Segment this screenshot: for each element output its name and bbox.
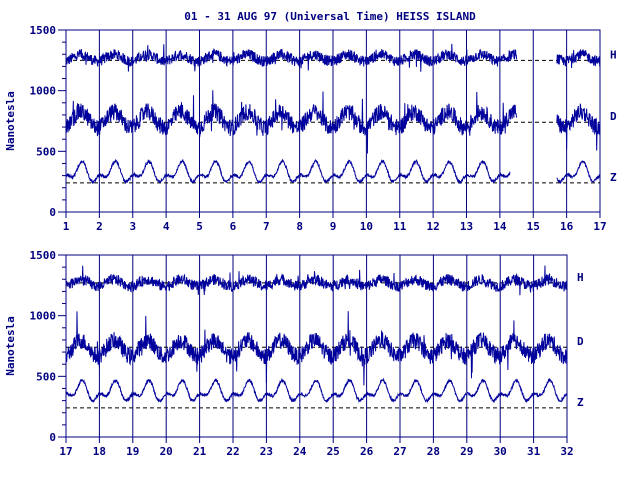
x-tick-label: 32 [560, 445, 573, 458]
trace-z [65, 377, 568, 404]
x-tick-label: 13 [460, 220, 473, 233]
series-label-d: D [610, 110, 617, 123]
bottom-panel: 17 18 19 20 21 22 23 24 25 26 27 28 29 30 31 32 0 500 1000… [4, 249, 584, 458]
x-tick-label: 16 [560, 220, 574, 233]
series-label-h: H [610, 48, 617, 61]
y-tick-label: 500 [36, 145, 56, 158]
x-tick-label: 2 [96, 220, 103, 233]
x-tick-label: 17 [59, 445, 72, 458]
x-tick-label: 3 [129, 220, 136, 233]
trace-d [65, 90, 518, 154]
trace-d [556, 103, 601, 151]
series-label-h: H [577, 271, 584, 284]
plot-frame [65, 254, 568, 438]
y-axis-label: Nanotesla [4, 91, 17, 151]
x-tick-label: 28 [427, 445, 440, 458]
x-tick-label: 9 [330, 220, 337, 233]
x-tick-label: 31 [527, 445, 541, 458]
x-tick-label: 11 [393, 220, 407, 233]
y-axis-label: Nanotesla [4, 316, 17, 376]
x-tick-label: 21 [193, 445, 207, 458]
y-tick-label: 0 [49, 206, 56, 219]
trace-h [65, 43, 518, 72]
y-tick-label: 1000 [30, 85, 57, 98]
y-tick-label: 1500 [30, 249, 57, 262]
x-tick-label: 7 [263, 220, 270, 233]
x-tick-label: 6 [230, 220, 237, 233]
series-label-z: Z [577, 396, 584, 409]
series-label-d: D [577, 335, 584, 348]
y-tick-label: 1500 [30, 24, 57, 37]
x-tick-label: 1 [63, 220, 70, 233]
y-tick-label: 1000 [30, 310, 57, 323]
trace-z [65, 158, 511, 185]
x-tick-label: 25 [327, 445, 340, 458]
top-panel: 1 2 3 4 5 6 7 8 9 10 11 12 13 14 15 16 17050010001500Nan… [4, 24, 617, 233]
x-tick-label: 14 [493, 220, 507, 233]
x-tick-label: 5 [196, 220, 203, 233]
x-tick-label: 4 [163, 220, 170, 233]
series-label-z: Z [610, 171, 617, 184]
x-tick-label: 29 [460, 445, 473, 458]
y-tick-label: 0 [49, 431, 56, 444]
y-tick-label: 500 [36, 370, 56, 383]
x-tick-label: 30 [494, 445, 507, 458]
trace-h [65, 265, 568, 296]
chart-title: 01 - 31 AUG 97 (Universal Time) HEISS IS… [184, 10, 476, 23]
x-tick-label: 17 [593, 220, 606, 233]
x-tick-label: 27 [393, 445, 406, 458]
x-tick-label: 20 [160, 445, 173, 458]
x-tick-label: 12 [427, 220, 440, 233]
x-tick-label: 23 [260, 445, 273, 458]
trace-d [65, 311, 568, 386]
x-tick-label: 19 [126, 445, 139, 458]
x-tick-label: 18 [93, 445, 106, 458]
x-tick-label: 8 [296, 220, 303, 233]
x-tick-label: 10 [360, 220, 373, 233]
x-tick-label: 15 [527, 220, 540, 233]
x-tick-label: 22 [226, 445, 239, 458]
trace-z [556, 160, 601, 185]
trace-h [556, 49, 601, 69]
x-tick-label: 24 [293, 445, 307, 458]
x-tick-label: 26 [360, 445, 374, 458]
